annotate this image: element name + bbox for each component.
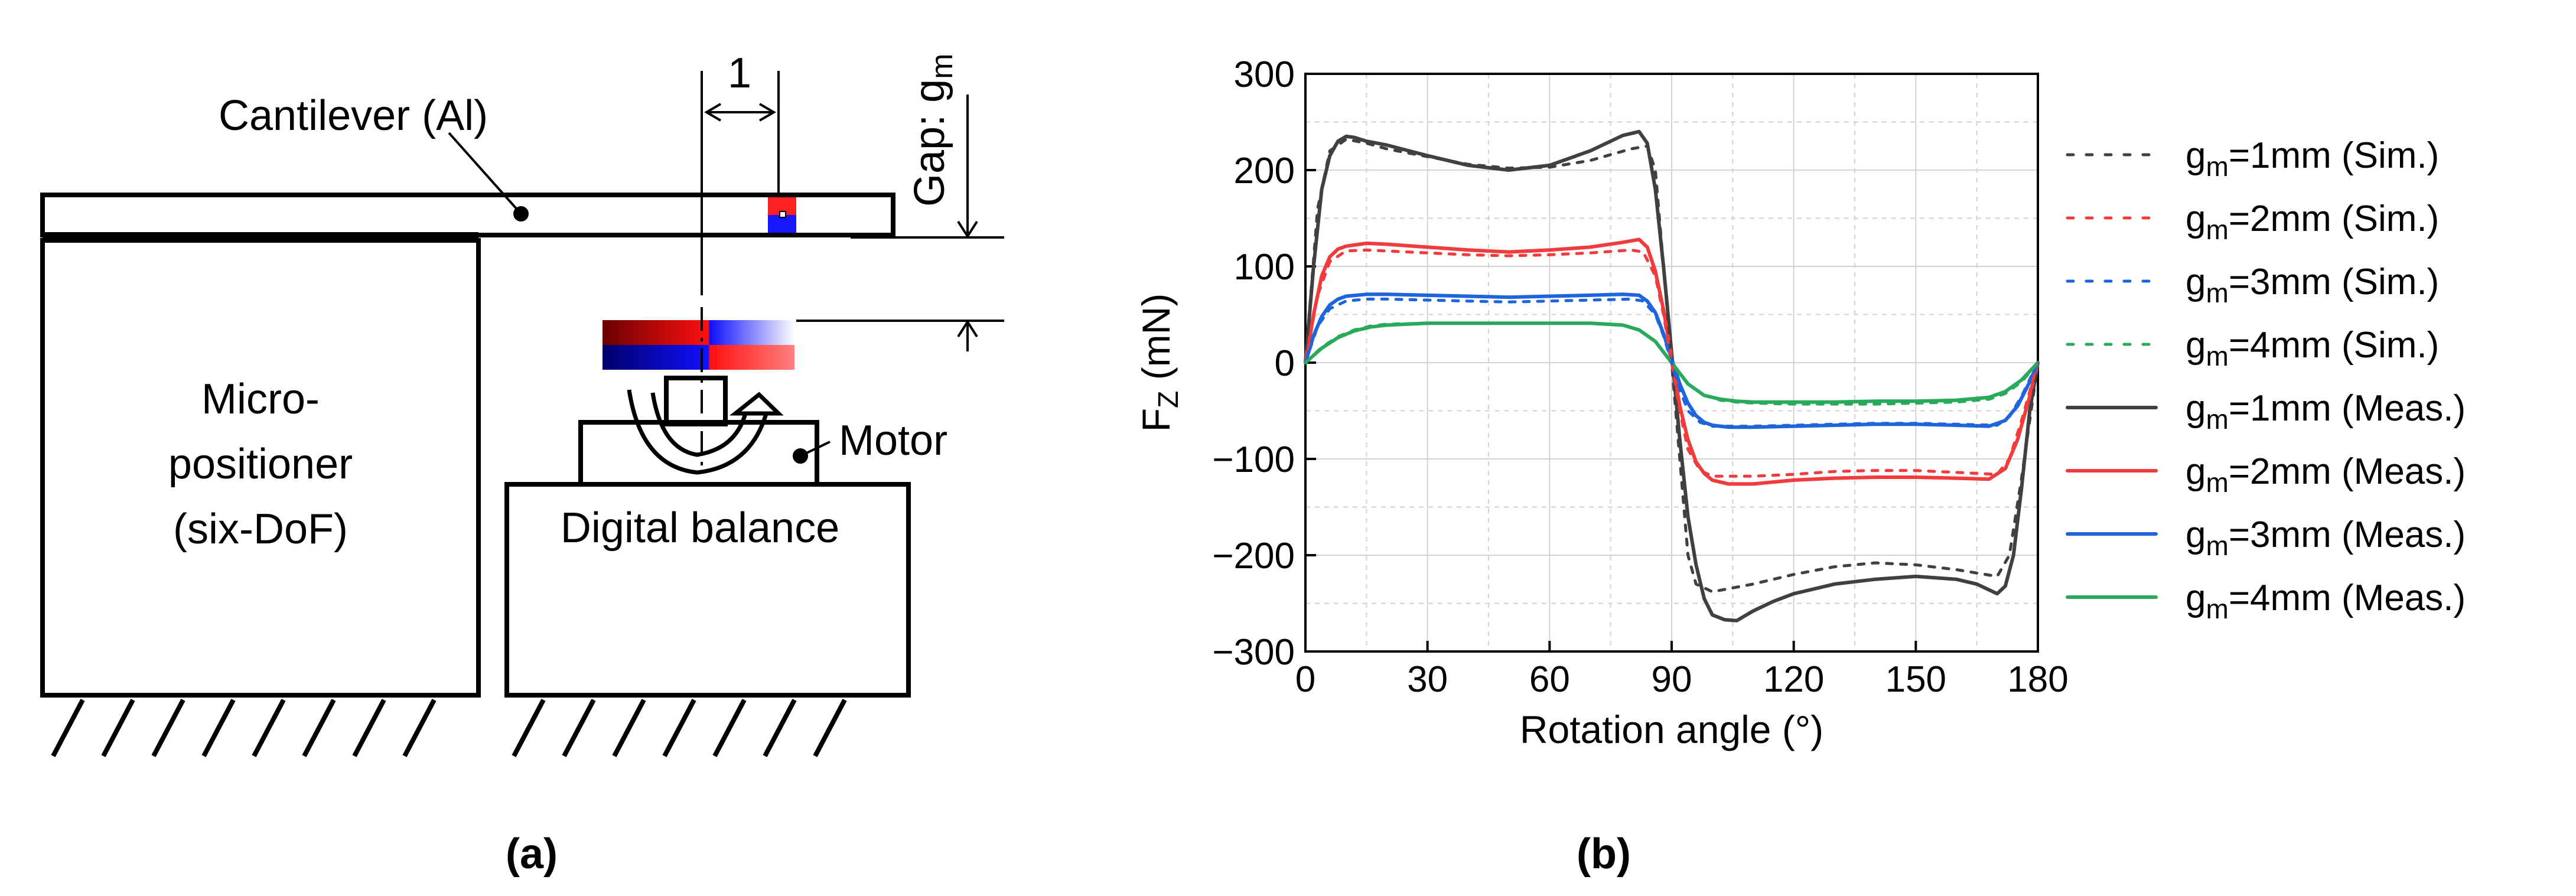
ground-hatch-right [512, 699, 847, 757]
cantilever-magnet [768, 197, 796, 233]
chart-series [1304, 129, 2040, 623]
cantilever-beam [40, 193, 895, 237]
series-line-5 [1304, 129, 2040, 623]
rotating-magnet-disc [603, 320, 794, 370]
offset-dimension [704, 71, 780, 195]
y-tick-label: 100 [1234, 247, 1295, 288]
micro-positioner-label-line2: positioner [168, 441, 353, 488]
panel-a-labels: Cantilever (Al) 1 Gap: gm Micro- positio… [168, 50, 959, 878]
digital-balance-label: Digital balance [561, 504, 839, 552]
series-line-6 [1304, 237, 2040, 486]
x-tick-label: 30 [1407, 659, 1448, 700]
rotation-arrow-icon [627, 389, 784, 475]
legend-label: gm=3mm (Sim.) [2186, 262, 2439, 308]
micro-positioner-label-line1: Micro- [201, 376, 320, 423]
ground-hatch-left [51, 699, 437, 757]
y-tick-label: 200 [1234, 151, 1295, 191]
gap-label: Gap: gm [906, 54, 959, 207]
panel-b-chart: 0 30 60 90 120 150 180 3002001000−100−200−300 … [1134, 54, 2466, 878]
y-tick-label: 0 [1275, 343, 1295, 384]
x-axis-ticks: 0 30 60 90 120 150 180 [1295, 641, 2069, 700]
y-tick-label: −100 [1212, 439, 1295, 480]
series-line-2 [1304, 248, 2040, 478]
legend-label: gm=3mm (Meas.) [2186, 514, 2466, 561]
y-axis-ticks: 300 200 100 0 −100 −200 −300 [1212, 54, 1316, 673]
x-tick-label: 150 [1885, 659, 1946, 700]
legend-label: gm=1mm (Sim.) [2186, 135, 2439, 182]
y-tick-label: −200 [1212, 536, 1295, 576]
offset-dimension-label: 1 [728, 50, 751, 97]
y-tick-label: −300 [1212, 632, 1295, 673]
y-axis-label: FZ (mN) [1134, 294, 1184, 432]
micro-positioner-box [40, 238, 481, 698]
series-line-3 [1304, 297, 2040, 428]
y-tick-label: 300 [1234, 54, 1295, 95]
legend-label: gm=1mm (Meas.) [2186, 388, 2466, 435]
x-tick-label: 120 [1763, 659, 1824, 700]
x-tick-label: 90 [1652, 659, 1692, 700]
series-line-4 [1304, 321, 2040, 406]
x-tick-label: 60 [1529, 659, 1570, 700]
panel-b-caption: (b) [1577, 830, 1631, 878]
legend-label: gm=2mm (Meas.) [2186, 451, 2466, 498]
x-axis-label: Rotation angle (°) [1520, 708, 1823, 751]
x-tick-label: 0 [1295, 659, 1315, 700]
gap-dimension [796, 95, 1004, 351]
legend-label: gm=4mm (Sim.) [2186, 325, 2439, 372]
leader-lines [448, 132, 831, 464]
panel-a-caption: (a) [506, 830, 558, 878]
micro-positioner-label-line3: (six-DoF) [173, 506, 348, 553]
legend-label: gm=2mm (Sim.) [2186, 198, 2439, 245]
series-line-1 [1304, 138, 2040, 594]
x-tick-label: 180 [2007, 659, 2068, 700]
motor-label: Motor [839, 417, 947, 464]
panel-a-schematic [40, 193, 911, 757]
motor-shaft-holder [664, 376, 728, 426]
cantilever-label: Cantilever (Al) [219, 92, 488, 139]
chart-legend: gm=1mm (Sim.) gm=2mm (Sim.) gm=3mm (Sim.) g… [2066, 135, 2466, 624]
legend-label: gm=4mm (Meas.) [2186, 578, 2466, 624]
